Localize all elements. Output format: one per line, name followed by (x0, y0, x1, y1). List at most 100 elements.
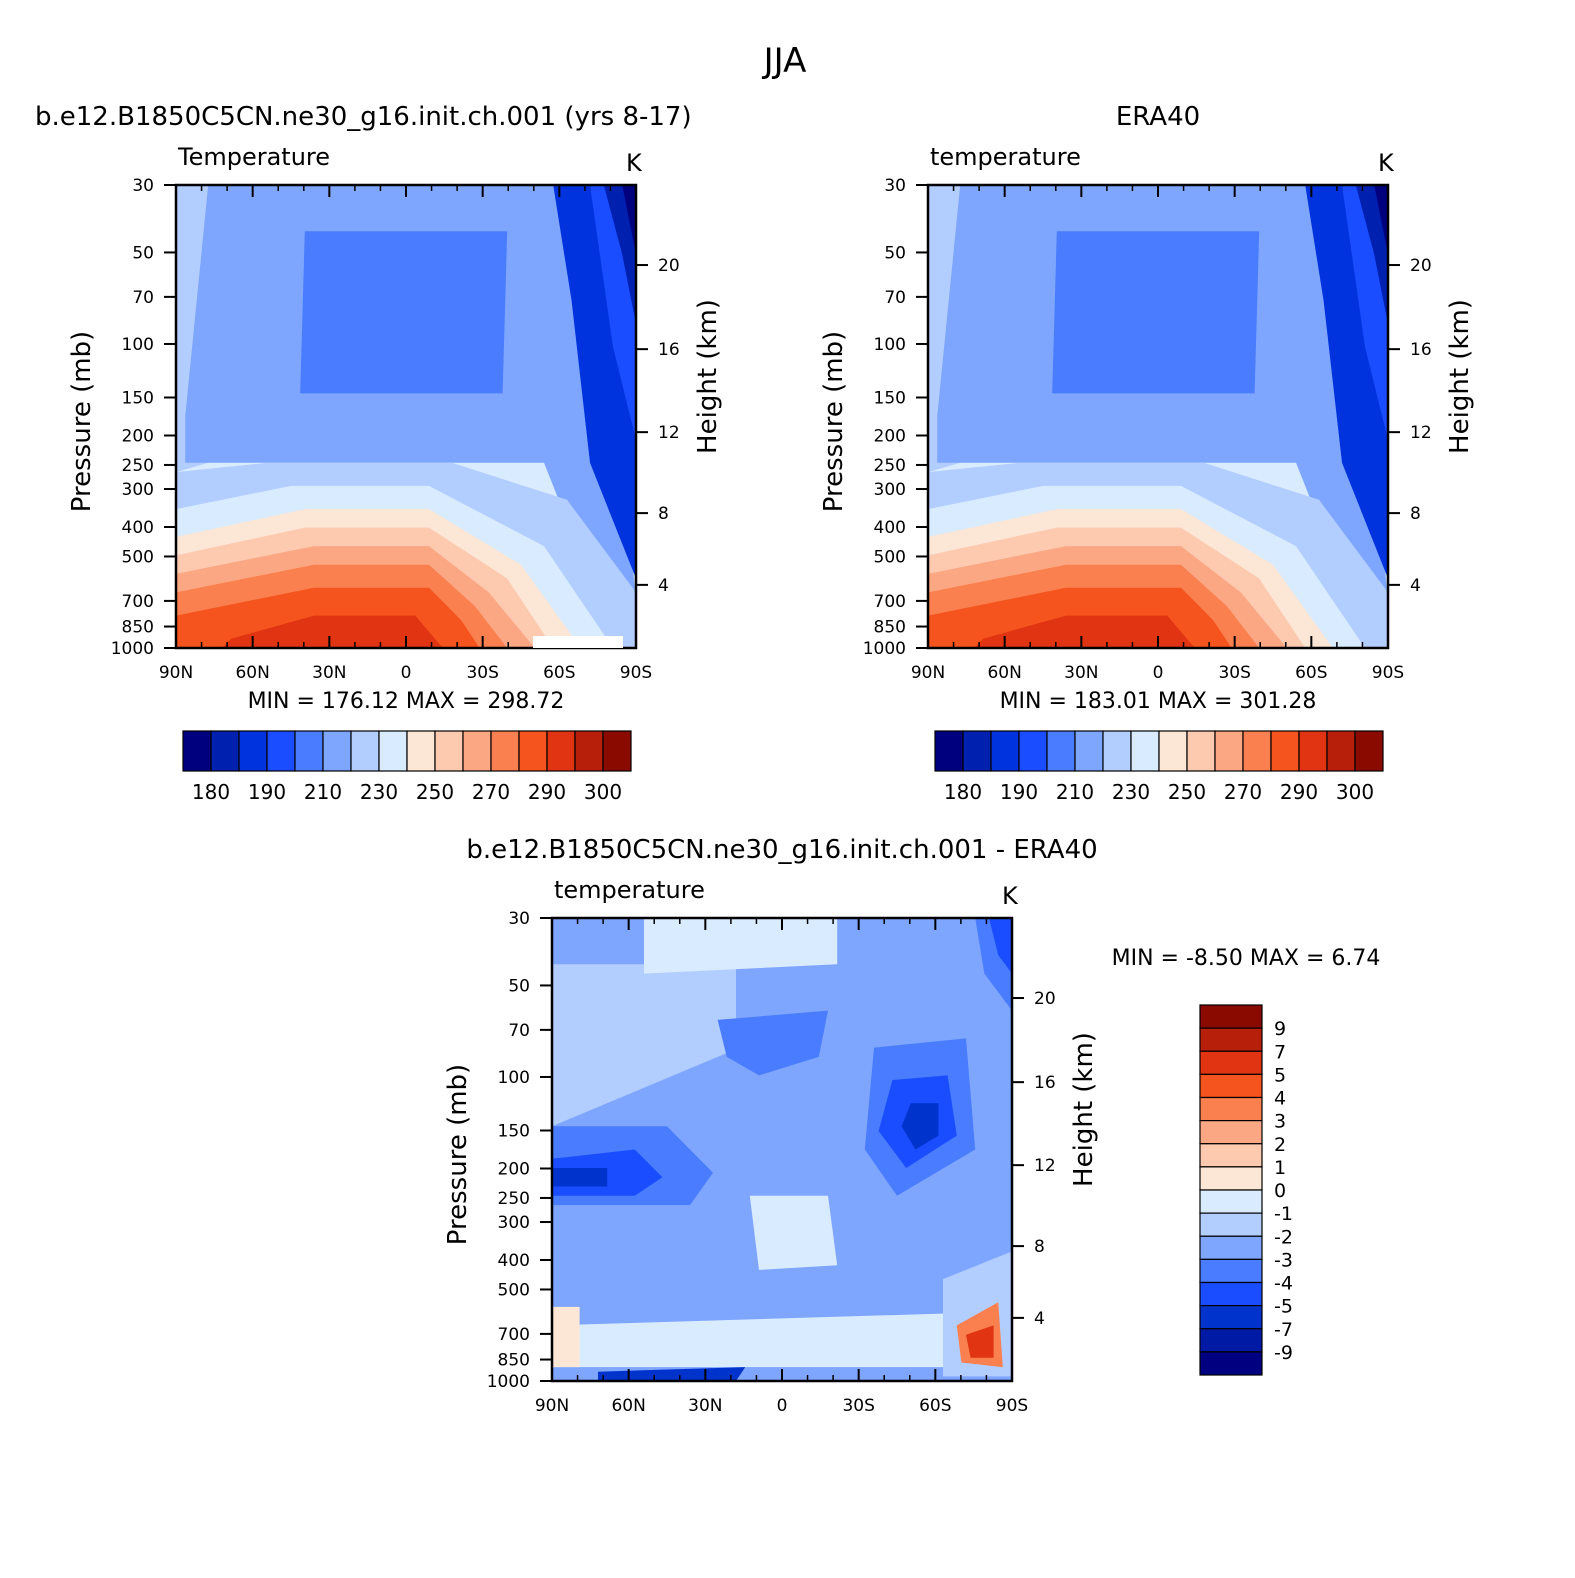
diff-colorbar-box (1199, 1096, 1263, 1122)
obs-y-axis-label: Pressure (mb) (819, 331, 849, 512)
obs-colorbar-box (1074, 730, 1104, 772)
obs-colorbar-box (1130, 730, 1160, 772)
diff-colorbar-label: -1 (1274, 1203, 1293, 1225)
model-y-tick-label: 850 (122, 618, 154, 638)
obs-colorbar-box (1046, 730, 1076, 772)
diff-y-right-tick-label: 16 (1034, 1073, 1056, 1093)
diff-y-tick-label: 400 (498, 1251, 530, 1271)
model-colorbar-box (322, 730, 352, 772)
diff-colorbar-box (1199, 1073, 1263, 1099)
diff-colorbar-label: -4 (1274, 1273, 1293, 1295)
diff-y-tick-label: 250 (498, 1189, 530, 1209)
obs-y-tick-label: 50 (884, 243, 906, 263)
model-colorbar-box (266, 730, 296, 772)
model-y-axis-label: Pressure (mb) (67, 331, 97, 512)
model-colorbar-box (406, 730, 436, 772)
obs-y-tick-label: 400 (874, 518, 906, 538)
obs-y-right-tick-label: 8 (1410, 504, 1421, 524)
obs-x-tick-label: 0 (1153, 663, 1164, 683)
diff-x-tick-label: 60S (919, 1396, 951, 1416)
obs-units-label: K (1378, 149, 1395, 177)
model-contour-region (222, 615, 443, 648)
model-colorbar-box (182, 730, 212, 772)
diff-colorbar-label: -7 (1274, 1319, 1293, 1341)
model-x-tick-label: 90S (620, 663, 652, 683)
model-y-tick-label: 400 (122, 518, 154, 538)
obs-colorbar-label: 210 (1056, 780, 1094, 804)
model-min-max: MIN = 176.12 MAX = 298.72 (248, 689, 565, 714)
model-colorbar-box (294, 730, 324, 772)
model-colorbar-label: 250 (416, 780, 454, 804)
diff-y-tick-label: 70 (508, 1021, 530, 1041)
diff-colorbar-box (1199, 1004, 1263, 1029)
obs-colorbar-label: 190 (1000, 780, 1038, 804)
model-colorbar-label: 230 (360, 780, 398, 804)
model-x-tick-label: 90N (159, 663, 193, 683)
model-y-tick-label: 1000 (111, 639, 154, 659)
model-colorbar-label: 270 (472, 780, 510, 804)
diff-contour-region (552, 1306, 580, 1368)
diff-colorbar-box (1199, 1281, 1263, 1307)
model-colorbar-box (490, 730, 520, 772)
model-colorbar-box (350, 730, 380, 772)
model-y-right-tick-label: 4 (658, 576, 669, 596)
diff-colorbar-box (1199, 1143, 1263, 1168)
diff-y-axis-label: Pressure (mb) (443, 1064, 473, 1245)
model-y-right-tick-label: 16 (658, 340, 680, 360)
obs-x-tick-label: 90N (911, 663, 945, 683)
diff-colorbar-box (1199, 1027, 1263, 1052)
model-y-tick-label: 300 (122, 480, 154, 500)
obs-y-right-tick-label: 20 (1410, 256, 1432, 276)
model-x-tick-label: 60S (543, 663, 575, 683)
diff-y-right-axis-label: Height (km) (1069, 1032, 1099, 1187)
model-colorbar-box (462, 730, 492, 772)
diff-contour-region (989, 918, 1012, 974)
model-y-right-tick-label: 12 (658, 423, 680, 443)
diff-x-tick-label: 60N (611, 1396, 645, 1416)
diff-y-tick-label: 500 (498, 1280, 530, 1300)
obs-y-tick-label: 150 (874, 389, 906, 409)
diff-colorbar-box (1199, 1212, 1263, 1237)
obs-colorbar-box (990, 730, 1020, 772)
diff-y-tick-label: 1000 (487, 1372, 530, 1392)
diff-colorbar-box (1199, 1189, 1263, 1214)
obs-y-right-tick-label: 16 (1410, 340, 1432, 360)
diff-colorbar-label: -9 (1274, 1342, 1293, 1364)
obs-colorbar-label: 180 (944, 780, 982, 804)
diff-colorbar-label: 3 (1274, 1111, 1286, 1133)
model-missing-data-patch (533, 636, 623, 648)
diff-contour-region (644, 918, 838, 974)
obs-y-tick-label: 30 (884, 176, 906, 196)
diff-contour-region (901, 1103, 939, 1150)
diff-colorbar-box (1199, 1305, 1263, 1330)
obs-contour-region (1355, 185, 1388, 324)
obs-y-right-axis-label: Height (km) (1445, 299, 1475, 454)
obs-contour-region (974, 615, 1195, 648)
obs-colorbar-label: 230 (1112, 780, 1150, 804)
obs-colorbar-box (1270, 730, 1300, 772)
diff-colorbar-label: 9 (1274, 1018, 1286, 1040)
diff-y-tick-label: 100 (498, 1068, 530, 1088)
diff-y-tick-label: 50 (508, 976, 530, 996)
model-contour-region (603, 185, 636, 324)
diff-colorbar-label: 7 (1274, 1041, 1286, 1063)
obs-colorbar-box (1242, 730, 1272, 772)
model-y-tick-label: 70 (132, 288, 154, 308)
diff-y-right-tick-label: 20 (1034, 989, 1056, 1009)
model-y-tick-label: 200 (122, 426, 154, 446)
obs-y-tick-label: 700 (874, 592, 906, 612)
model-x-tick-label: 60N (235, 663, 269, 683)
diff-contour-region (552, 1168, 608, 1187)
obs-contour-fill (928, 185, 1388, 648)
model-y-tick-label: 150 (122, 389, 154, 409)
model-x-tick-label: 30N (312, 663, 346, 683)
model-panel-title: b.e12.B1850C5CN.ne30_g16.init.ch.001 (yr… (35, 102, 692, 132)
diff-panel-title: b.e12.B1850C5CN.ne30_g16.init.ch.001 - E… (466, 835, 1097, 865)
obs-colorbar-label: 270 (1224, 780, 1262, 804)
diff-contour-region (717, 1010, 828, 1076)
model-colorbar-label: 190 (248, 780, 286, 804)
obs-colorbar-box (1018, 730, 1048, 772)
model-colorbar: 180 190 210 230 250 270 290 300 (182, 730, 632, 804)
obs-colorbar-box (1102, 730, 1132, 772)
diff-colorbar-box (1199, 1328, 1263, 1353)
